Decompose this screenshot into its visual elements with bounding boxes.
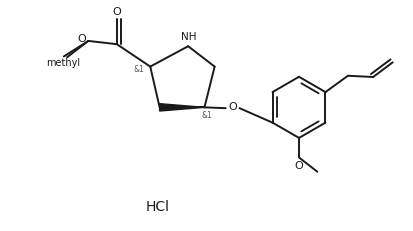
Text: methyl: methyl [46, 58, 81, 68]
Text: &1: &1 [133, 65, 144, 74]
Text: O: O [294, 161, 304, 171]
Text: &1: &1 [201, 111, 212, 120]
Polygon shape [160, 104, 204, 111]
Text: NH: NH [181, 32, 197, 42]
Text: O: O [77, 34, 86, 44]
Text: O: O [228, 102, 237, 112]
Text: HCl: HCl [146, 200, 170, 214]
Text: O: O [113, 6, 121, 17]
